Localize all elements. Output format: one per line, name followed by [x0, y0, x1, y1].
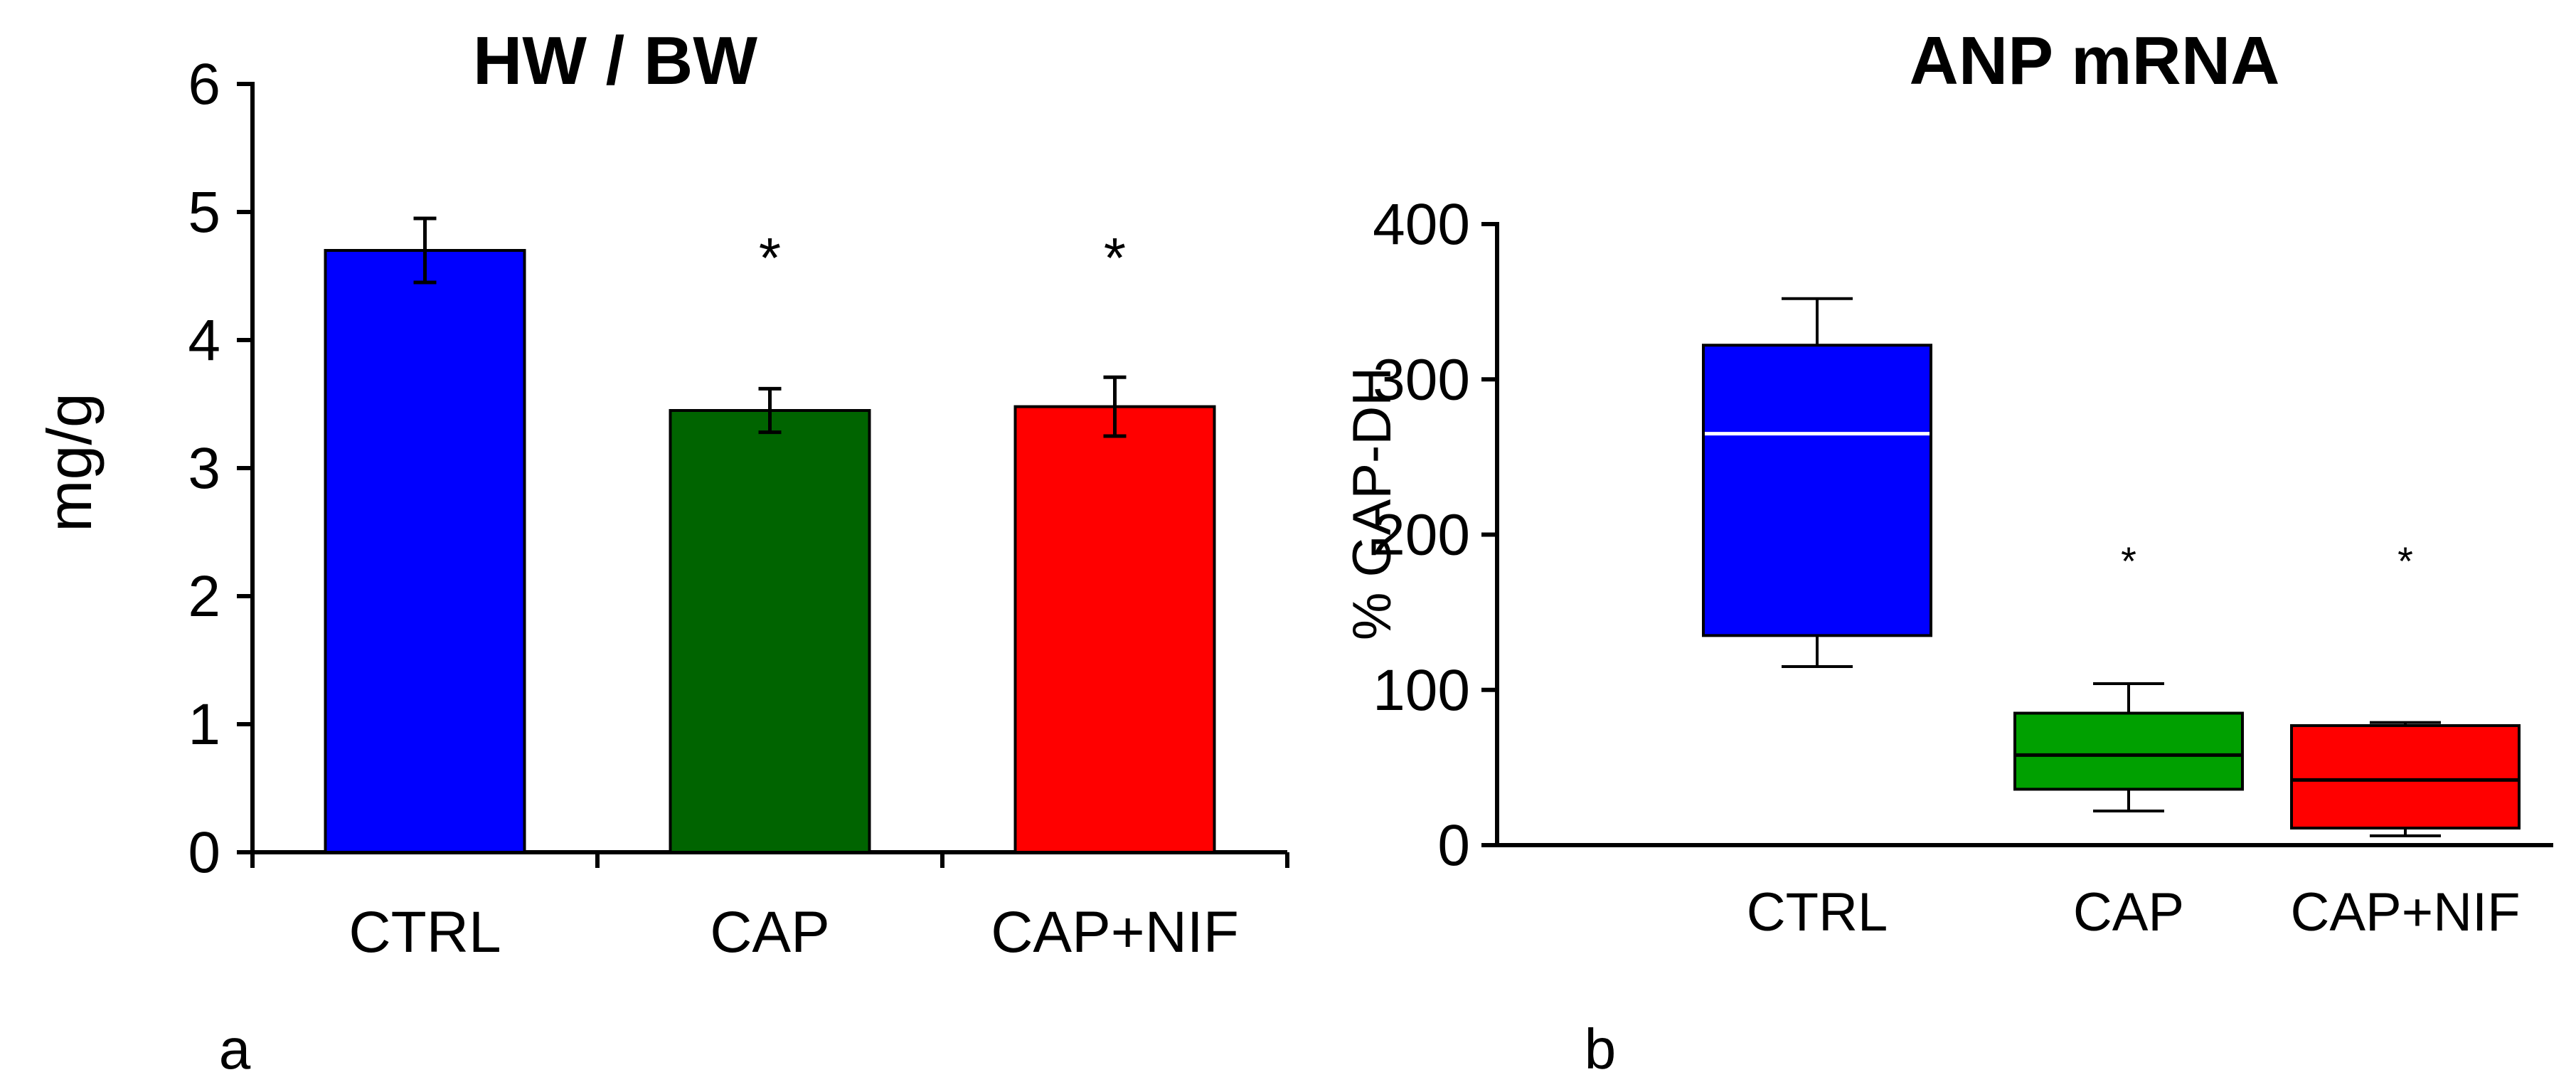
panel-b-y-tick-label: 0 — [1437, 813, 1470, 878]
panel-b-box — [1702, 344, 1932, 637]
panel-a-y-tick-label: 4 — [188, 308, 220, 373]
panel-b-significance-marker: * — [2397, 539, 2413, 583]
panel-a-bar — [324, 249, 526, 854]
panel-b-label: b — [1585, 1017, 1617, 1081]
panel-a-y-axis-label: mg/g — [34, 393, 105, 532]
panel-a-bar — [669, 409, 871, 854]
panel-b-title: ANP mRNA — [1910, 23, 2280, 99]
panel-b-box-plot: ANP mRNA % GAP-DH b 0 100 200 300 400 CTRL CAP… — [1342, 23, 2553, 1081]
panel-b-y-tick-label: 200 — [1373, 503, 1470, 568]
panel-b-significance-marker: * — [2121, 539, 2136, 583]
panel-a-x-tick-label: CTRL — [348, 900, 501, 965]
panel-a-significance-marker: * — [1104, 226, 1126, 290]
panel-b-box — [2290, 723, 2521, 829]
panel-a-y-tick-label: 6 — [188, 52, 220, 117]
panel-b-y-tick-label: 100 — [1373, 658, 1470, 723]
panel-b-x-tick-label: CTRL — [1747, 882, 1888, 943]
panel-a-y-tick-label: 0 — [188, 820, 220, 885]
panel-a-y-tick-label: 5 — [188, 180, 220, 245]
panel-a-bar — [1013, 405, 1216, 854]
panel-a-bar-chart: HW / BW mg/g a 0 1 2 3 4 5 6 CTRL CAP * CAP+NIF * — [34, 23, 1289, 1081]
panel-a-plot-area: 0 1 2 3 4 5 6 CTRL CAP * CAP+NIF * — [188, 52, 1289, 965]
panel-a-significance-marker: * — [759, 226, 781, 290]
panel-b-y-axis-label: % GAP-DH — [1342, 367, 1403, 640]
panel-b-x-tick-label: CAP+NIF — [2290, 882, 2520, 943]
panel-a-x-tick-label: CAP — [710, 900, 830, 965]
panel-a-title: HW / BW — [473, 23, 757, 99]
panel-a-x-tick-label: CAP+NIF — [991, 900, 1239, 965]
panel-b-plot-area: 0 100 200 300 400 CTRL CAP * CAP+NIF * — [1373, 192, 2553, 943]
panel-a-y-tick-label: 2 — [188, 564, 220, 629]
panel-b-y-tick-label: 300 — [1373, 347, 1470, 412]
panel-b-x-tick-label: CAP — [2073, 882, 2184, 943]
panel-b-y-tick-label: 400 — [1373, 192, 1470, 257]
panel-a-y-tick-label: 3 — [188, 436, 220, 501]
panel-a-y-tick-label: 1 — [188, 692, 220, 757]
panel-a-label: a — [219, 1017, 251, 1081]
panel-b-box — [2013, 711, 2244, 791]
